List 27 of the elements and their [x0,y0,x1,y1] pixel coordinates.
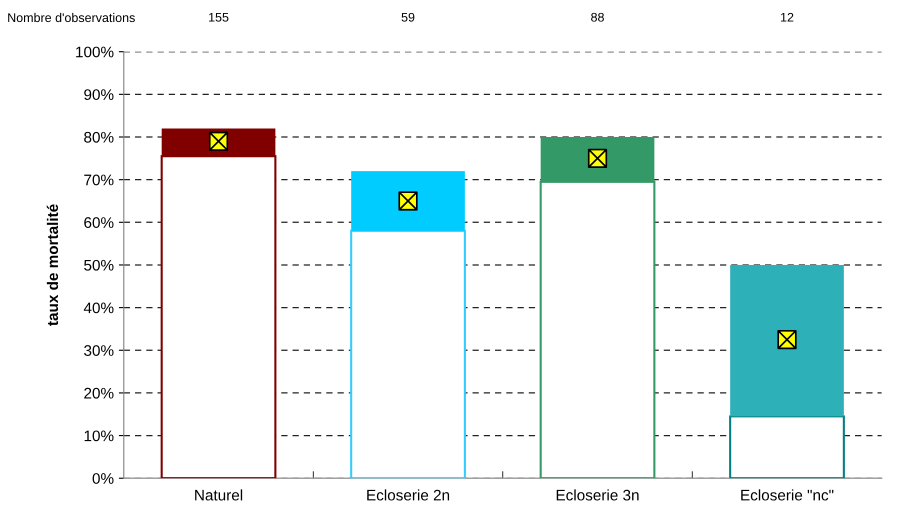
y-tick-label: 0% [92,473,114,484]
x-tick-label: Ecloserie 2n [367,489,450,501]
text: 155 [209,12,228,22]
x-tick-label: Naturel [195,489,242,501]
point [208,132,228,151]
text: 88 [591,12,604,22]
bar [351,171,465,231]
y-tick-label: 30% [84,345,114,356]
bar [729,415,845,478]
y-tick-label: 100% [76,46,114,58]
bar [730,264,844,416]
y-tick-label: 80% [84,132,114,143]
y-tick-label: 60% [84,217,114,228]
x-tick-label: Ecloserie "nc" [741,489,834,501]
y-tick-label: 20% [84,388,114,399]
y-tick-label: 50% [84,260,114,271]
y-tick-label: 70% [84,174,114,186]
y-axis-title: taux de mortalité [46,204,58,326]
text: Nombre d'observations [8,12,135,22]
y-tick-label: 10% [84,430,114,442]
bar [350,230,466,478]
point [588,148,608,168]
y-tick-label: 90% [84,89,114,100]
x-tick-label: Ecloserie 3n [556,489,639,501]
text: 59 [402,12,414,22]
text: 12 [781,12,794,22]
y-tick-label: 40% [84,302,114,314]
